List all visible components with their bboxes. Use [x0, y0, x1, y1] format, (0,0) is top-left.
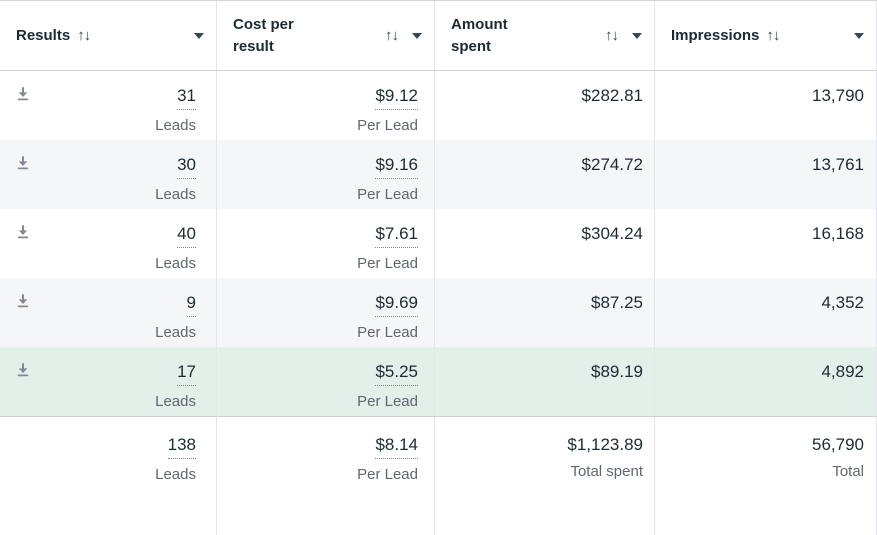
amount-spent-cell: $87.25 [435, 278, 655, 347]
cost-per-result-value[interactable]: $9.16 [375, 153, 418, 179]
amount-spent-value: $304.24 [581, 224, 643, 243]
caret-down-icon[interactable] [854, 32, 864, 39]
column-label-results: Results [16, 26, 71, 44]
download-icon[interactable] [14, 292, 32, 310]
cost-per-result-type-label: Per Lead [357, 393, 418, 410]
results-value[interactable]: 40 [177, 222, 196, 248]
table-header-row: Results ↑↓ Cost per result ↑↓ Amount spe… [0, 1, 877, 71]
results-cell: 40 Leads [0, 209, 217, 278]
results-total-value[interactable]: 138 [167, 433, 196, 459]
column-header-cost-per-result[interactable]: Cost per result ↑↓ [217, 1, 435, 70]
amount-spent-cell: $304.24 [435, 209, 655, 278]
results-type-label: Leads [155, 186, 196, 203]
results-type-label: Leads [155, 393, 196, 410]
amount-spent-value: $274.72 [581, 155, 643, 174]
amount-spent-value: $282.81 [581, 86, 643, 105]
column-header-results[interactable]: Results ↑↓ [0, 1, 217, 70]
amount-spent-value: $87.25 [591, 293, 643, 312]
results-cell: 30 Leads [0, 140, 217, 209]
caret-down-icon[interactable] [194, 32, 204, 39]
amount-spent-total-value: $1,123.89 [567, 435, 643, 454]
results-type-label: Leads [155, 117, 196, 134]
results-total-cell: 138 Leads [0, 417, 217, 535]
impressions-value: 13,761 [812, 155, 864, 174]
cost-per-result-total-cell: $8.14 Per Lead [217, 417, 435, 535]
table-row-highlighted[interactable]: 17 Leads $5.25 Per Lead $89.19 4,892 [0, 347, 877, 416]
cost-per-result-value[interactable]: $9.12 [375, 84, 418, 110]
cost-per-result-cell: $5.25 Per Lead [217, 347, 435, 416]
results-value[interactable]: 9 [186, 291, 196, 317]
results-cell: 31 Leads [0, 71, 217, 140]
cost-per-result-type-label: Per Lead [357, 186, 418, 203]
results-value[interactable]: 17 [177, 360, 196, 386]
amount-spent-value: $89.19 [591, 362, 643, 381]
column-header-amount-spent[interactable]: Amount spent ↑↓ [435, 1, 655, 70]
column-label-impressions: Impressions [671, 26, 760, 44]
results-cell: 17 Leads [0, 347, 217, 416]
impressions-value: 16,168 [812, 224, 864, 243]
table-row[interactable]: 30 Leads $9.16 Per Lead $274.72 13,761 [0, 140, 877, 209]
impressions-cell: 13,790 [655, 71, 877, 140]
cost-per-result-cell: $9.16 Per Lead [217, 140, 435, 209]
results-total-label: Leads [155, 466, 196, 483]
download-icon[interactable] [14, 154, 32, 172]
download-icon[interactable] [14, 223, 32, 241]
impressions-total-value: 56,790 [812, 435, 864, 454]
caret-down-icon[interactable] [632, 32, 642, 39]
download-icon[interactable] [14, 361, 32, 379]
impressions-cell: 4,892 [655, 347, 877, 416]
impressions-total-label: Total [832, 463, 864, 480]
column-label-cost-per-result: Cost per result [233, 15, 294, 55]
amount-spent-cell: $282.81 [435, 71, 655, 140]
impressions-cell: 4,352 [655, 278, 877, 347]
cost-per-result-value[interactable]: $7.61 [375, 222, 418, 248]
impressions-cell: 16,168 [655, 209, 877, 278]
results-value[interactable]: 30 [177, 153, 196, 179]
column-header-impressions[interactable]: Impressions ↑↓ [655, 1, 877, 70]
results-type-label: Leads [155, 324, 196, 341]
sort-icon[interactable]: ↑↓ [77, 27, 91, 44]
table-row[interactable]: 31 Leads $9.12 Per Lead $282.81 13,790 [0, 71, 877, 140]
results-cell: 9 Leads [0, 278, 217, 347]
caret-down-icon[interactable] [412, 32, 422, 39]
cost-per-result-value[interactable]: $9.69 [375, 291, 418, 317]
sort-icon[interactable]: ↑↓ [766, 27, 780, 44]
table-row[interactable]: 9 Leads $9.69 Per Lead $87.25 4,352 [0, 278, 877, 347]
sort-icon[interactable]: ↑↓ [605, 27, 619, 44]
cost-per-result-cell: $9.69 Per Lead [217, 278, 435, 347]
sort-icon[interactable]: ↑↓ [385, 27, 399, 44]
amount-spent-cell: $89.19 [435, 347, 655, 416]
totals-row: 138 Leads $8.14 Per Lead $1,123.89 Total… [0, 416, 877, 535]
cost-per-result-value[interactable]: $5.25 [375, 360, 418, 386]
cost-per-result-total-label: Per Lead [357, 466, 418, 483]
table-row[interactable]: 40 Leads $7.61 Per Lead $304.24 16,168 [0, 209, 877, 278]
impressions-value: 4,352 [821, 293, 864, 312]
cost-per-result-total-value[interactable]: $8.14 [375, 433, 418, 459]
amount-spent-total-label: Total spent [570, 463, 643, 480]
amount-spent-cell: $274.72 [435, 140, 655, 209]
impressions-value: 13,790 [812, 86, 864, 105]
results-type-label: Leads [155, 255, 196, 272]
cost-per-result-type-label: Per Lead [357, 324, 418, 341]
column-label-amount-spent: Amount spent [451, 15, 508, 55]
impressions-value: 4,892 [821, 362, 864, 381]
amount-spent-total-cell: $1,123.89 Total spent [435, 417, 655, 535]
results-value[interactable]: 31 [177, 84, 196, 110]
impressions-total-cell: 56,790 Total [655, 417, 877, 535]
cost-per-result-type-label: Per Lead [357, 255, 418, 272]
cost-per-result-cell: $9.12 Per Lead [217, 71, 435, 140]
cost-per-result-cell: $7.61 Per Lead [217, 209, 435, 278]
download-icon[interactable] [14, 85, 32, 103]
impressions-cell: 13,761 [655, 140, 877, 209]
cost-per-result-type-label: Per Lead [357, 117, 418, 134]
